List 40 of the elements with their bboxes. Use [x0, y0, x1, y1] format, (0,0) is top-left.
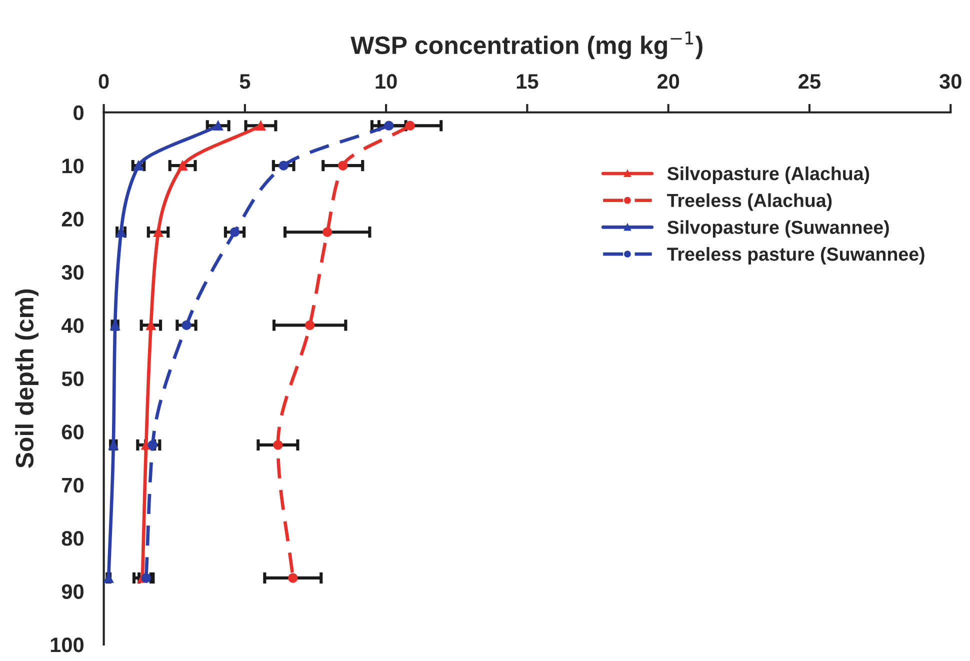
y-tick-label: 30: [62, 265, 84, 280]
point: [304, 320, 315, 330]
point: [153, 227, 164, 237]
y-axis-title: Soil depth (cm): [15, 289, 38, 468]
x-tick-label: 30: [939, 74, 962, 89]
x-axis-title: WSP concentration (mg kg$^{−1}$): [350, 32, 702, 60]
x-tick-label: 20: [657, 74, 680, 89]
y-tick-label: 60: [62, 424, 84, 440]
point: [213, 120, 223, 131]
point: [256, 120, 266, 131]
point: [230, 227, 240, 237]
legend-label: Silvopasture (Alachua): [667, 166, 870, 184]
point: [288, 573, 298, 583]
y-tick-label: 100: [50, 637, 84, 652]
point: [405, 120, 415, 131]
y-tick-label: 10: [62, 158, 84, 174]
y-tick-label: 70: [62, 478, 84, 493]
point: [322, 227, 332, 237]
y-tick-label: 20: [62, 212, 84, 227]
point: [182, 320, 192, 330]
y-tick-label: 80: [62, 531, 84, 546]
point: [338, 160, 348, 170]
x-tick-label: 0: [98, 74, 109, 89]
y-tick-label: 90: [62, 584, 84, 600]
y-tick-label: 50: [62, 371, 84, 386]
legend-label: Treeless pasture (Suwannee): [667, 247, 924, 265]
legend-label: Silvopasture (Suwannee): [667, 220, 889, 238]
legend-label: Treeless (Alachua): [667, 193, 832, 211]
point: [384, 120, 394, 131]
point: [273, 440, 283, 450]
y-tick-label: 40: [61, 318, 84, 333]
x-tick-label: 10: [376, 74, 397, 89]
x-tick-label: 5: [240, 74, 250, 89]
x-tick-label: 15: [516, 74, 538, 89]
point: [278, 160, 288, 170]
point: [178, 160, 188, 170]
x-tick-label: 25: [798, 74, 820, 89]
y-tick-label: 0: [74, 105, 84, 120]
point: [141, 573, 151, 583]
point: [148, 440, 158, 450]
